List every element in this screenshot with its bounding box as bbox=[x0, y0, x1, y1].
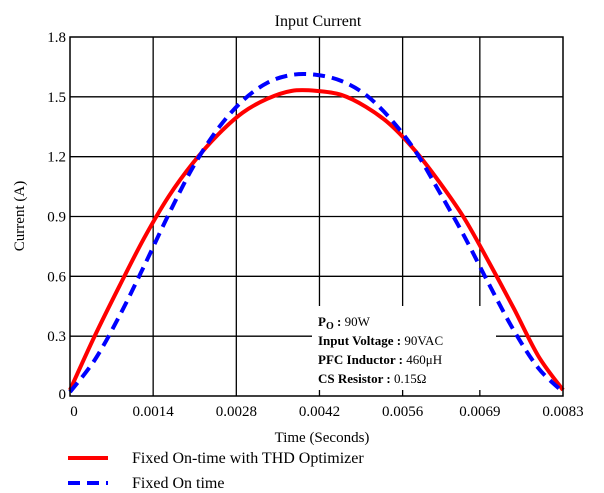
x-tick-label: 0 bbox=[70, 404, 78, 420]
annotation-line: CS Resistor : 0.15Ω bbox=[318, 371, 426, 386]
x-tick-label: 0.0042 bbox=[299, 404, 340, 420]
data-series bbox=[68, 72, 565, 394]
x-tick-label: 0.0028 bbox=[216, 404, 257, 420]
x-tick-label: 0.0056 bbox=[382, 404, 424, 420]
y-tick-label: 0.6 bbox=[47, 269, 66, 285]
annotation-box bbox=[312, 306, 496, 390]
series-line-fixed-on-time bbox=[68, 72, 565, 394]
x-tick-labels: 0 0.0014 0.0028 0.0042 0.0056 0.0069 0.0083 bbox=[70, 404, 583, 420]
legend-label: Fixed On-time with THD Optimizer bbox=[132, 450, 364, 467]
y-tick-label: 0.9 bbox=[47, 210, 66, 226]
y-tick-label: 1.5 bbox=[47, 90, 66, 106]
legend: Fixed On-time with THD Optimizer Fixed On… bbox=[68, 450, 364, 492]
x-axis-title: Time (Seconds) bbox=[275, 430, 370, 446]
y-axis-title: Current (A) bbox=[12, 181, 28, 251]
series-line-thd-optimizer bbox=[68, 88, 565, 392]
annotation-line: Input Voltage : 90VAC bbox=[318, 333, 443, 348]
x-tick-label: 0.0083 bbox=[542, 404, 583, 420]
chart-title: Input Current bbox=[275, 13, 362, 30]
plot-frame bbox=[69, 36, 564, 397]
annotation-line: PFC Inductor : 460μH bbox=[318, 352, 442, 367]
y-tick-label: 0.3 bbox=[47, 329, 66, 345]
y-tick-labels: 0 0.3 0.6 0.9 1.2 1.5 1.8 bbox=[47, 30, 66, 403]
x-tick-label: 0.0069 bbox=[459, 404, 500, 420]
x-tick-label: 0.0014 bbox=[133, 404, 175, 420]
legend-label: Fixed On time bbox=[132, 475, 224, 492]
annotation-line: PO : 90W bbox=[318, 314, 371, 332]
y-tick-label: 1.8 bbox=[47, 30, 66, 46]
y-tick-label: 0 bbox=[59, 387, 67, 403]
y-tick-label: 1.2 bbox=[47, 150, 66, 166]
